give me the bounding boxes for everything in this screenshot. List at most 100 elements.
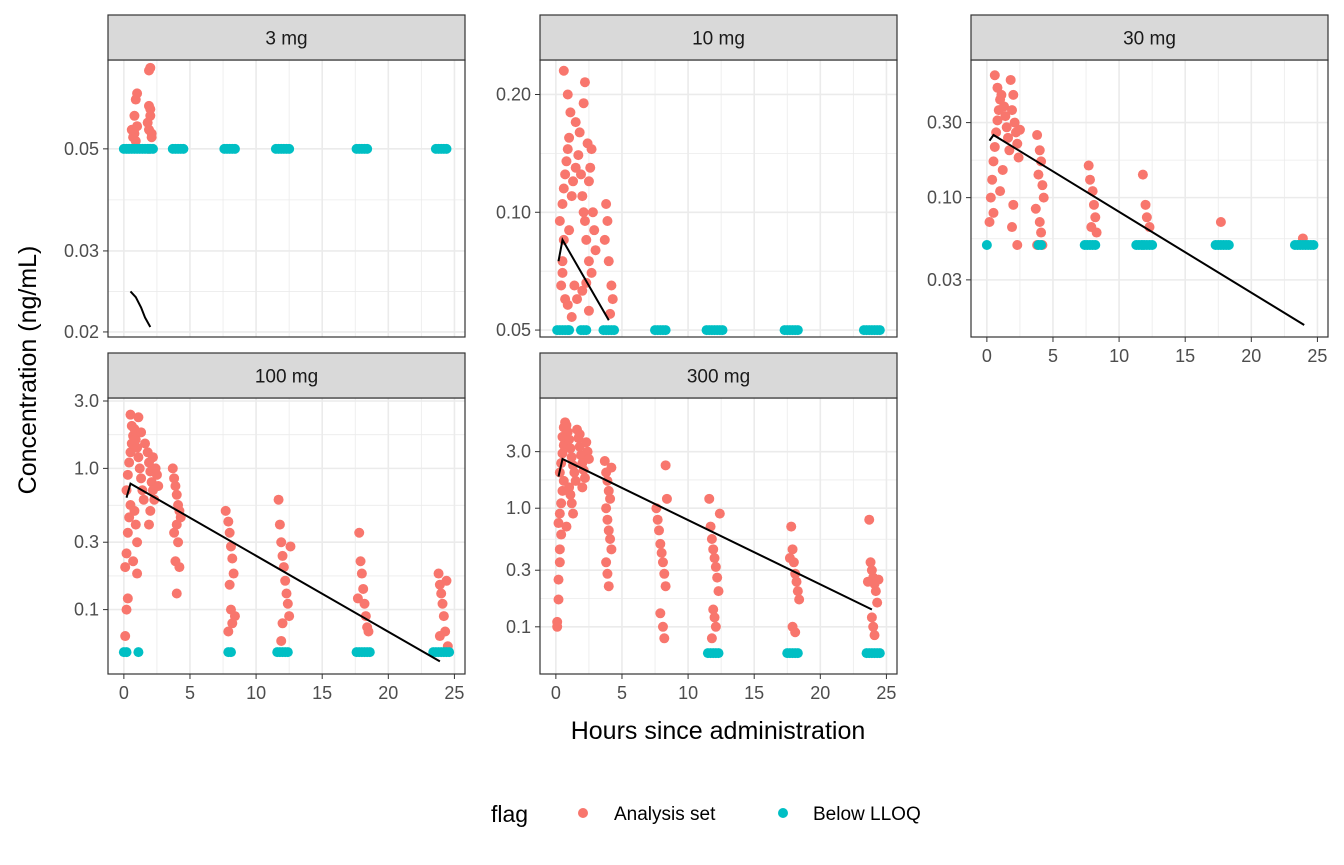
analysis-set-point <box>566 191 577 202</box>
analysis-set-point <box>1003 132 1014 143</box>
below-lloq-point <box>717 325 728 336</box>
panel-background <box>971 60 1328 337</box>
analysis-set-point <box>360 611 371 622</box>
y-tick-label: 0.03 <box>927 270 962 290</box>
analysis-set-point <box>282 598 293 609</box>
below-lloq-point <box>121 647 132 658</box>
analysis-set-point <box>276 635 287 646</box>
analysis-set-point <box>578 98 589 109</box>
analysis-set-point <box>146 132 157 143</box>
analysis-set-point <box>577 482 588 493</box>
analysis-set-point <box>554 508 565 519</box>
analysis-set-point <box>1030 203 1041 214</box>
legend-key-analysis-set <box>578 808 588 818</box>
analysis-set-point <box>1140 199 1151 210</box>
analysis-set-point <box>129 110 140 121</box>
analysis-set-point <box>1137 169 1148 180</box>
y-tick-label: 1.0 <box>506 498 531 518</box>
analysis-set-point <box>590 245 601 256</box>
below-lloq-point <box>1036 239 1047 250</box>
x-tick-label: 25 <box>1307 346 1327 366</box>
analysis-set-point <box>229 611 240 622</box>
analysis-set-point <box>568 508 579 519</box>
below-lloq-point <box>1147 239 1158 250</box>
x-tick-label: 0 <box>551 683 561 703</box>
facet-strip-label: 10 mg <box>692 29 745 50</box>
analysis-set-point <box>866 565 877 576</box>
below-lloq-point <box>792 325 803 336</box>
analysis-set-point <box>147 452 158 463</box>
analysis-set-point <box>280 575 291 586</box>
x-tick-label: 20 <box>810 683 830 703</box>
below-lloq-point <box>874 648 885 659</box>
analysis-set-point <box>578 207 589 218</box>
analysis-set-point <box>1012 239 1023 250</box>
facet-strip-label: 300 mg <box>687 367 750 388</box>
below-lloq-point <box>444 647 455 658</box>
analysis-set-point <box>569 280 580 291</box>
model-fit-line <box>557 457 873 611</box>
below-lloq-point <box>147 143 158 154</box>
analysis-set-point <box>224 527 235 538</box>
analysis-set-point <box>170 481 181 492</box>
analysis-set-point <box>1038 192 1049 203</box>
analysis-set-point <box>120 631 131 642</box>
analysis-set-point <box>603 525 614 536</box>
analysis-set-point <box>356 568 367 579</box>
analysis-set-point <box>869 630 880 641</box>
analysis-set-point <box>996 89 1007 100</box>
analysis-set-point <box>552 616 563 627</box>
analysis-set-point <box>281 588 292 599</box>
analysis-set-point <box>709 612 720 623</box>
analysis-set-point <box>999 101 1010 112</box>
analysis-set-point <box>565 489 576 500</box>
below-lloq-point <box>564 325 575 336</box>
analysis-set-point <box>285 541 296 552</box>
analysis-set-point <box>710 561 721 572</box>
analysis-set-point <box>1083 160 1094 171</box>
analysis-set-point <box>1006 222 1017 233</box>
analysis-set-point <box>601 503 612 514</box>
analysis-set-point <box>562 144 573 155</box>
analysis-set-point <box>553 594 564 605</box>
x-tick-label: 10 <box>1109 346 1129 366</box>
analysis-set-point <box>441 575 452 586</box>
analysis-set-point <box>1034 145 1045 156</box>
analysis-set-point <box>599 456 610 467</box>
analysis-set-point <box>570 475 581 486</box>
analysis-set-point <box>712 572 723 583</box>
x-tick-label: 20 <box>1241 346 1261 366</box>
analysis-set-point <box>601 198 612 209</box>
analysis-set-point <box>557 448 568 459</box>
analysis-set-point <box>169 527 180 538</box>
analysis-set-point <box>1034 216 1045 227</box>
analysis-set-point <box>130 136 141 147</box>
analysis-set-point <box>657 621 668 632</box>
below-lloq-point <box>1090 239 1101 250</box>
analysis-set-point <box>142 117 153 128</box>
analysis-set-point <box>560 169 571 180</box>
analysis-set-point <box>1009 117 1020 128</box>
below-lloq-point <box>1308 239 1319 250</box>
analysis-set-point <box>173 537 184 548</box>
analysis-set-point <box>655 538 666 549</box>
x-tick-label: 5 <box>185 683 195 703</box>
analysis-set-point <box>284 611 295 622</box>
analysis-set-point <box>607 294 618 305</box>
analysis-set-point <box>599 234 610 245</box>
below-lloq-point <box>282 647 293 658</box>
analysis-set-point <box>1008 89 1019 100</box>
analysis-set-point <box>1004 145 1015 156</box>
y-tick-label: 0.10 <box>496 202 531 222</box>
analysis-set-point <box>997 164 1008 175</box>
below-lloq-point <box>713 648 724 659</box>
analysis-set-point <box>436 588 447 599</box>
analysis-set-point <box>223 516 234 527</box>
analysis-set-point <box>661 493 672 504</box>
below-lloq-point <box>581 325 592 336</box>
analysis-set-point <box>564 482 575 493</box>
analysis-set-point <box>574 429 585 440</box>
analysis-set-point <box>989 70 1000 81</box>
panel-background <box>540 60 897 337</box>
analysis-set-point <box>553 518 564 529</box>
